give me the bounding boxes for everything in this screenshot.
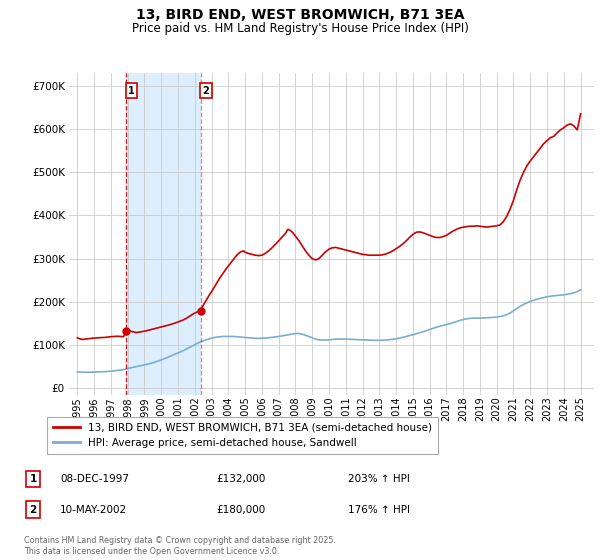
Text: 176% ↑ HPI: 176% ↑ HPI: [348, 505, 410, 515]
Text: 1: 1: [128, 86, 135, 96]
Text: £132,000: £132,000: [216, 474, 265, 484]
Bar: [127, 73, 201, 395]
Text: 203% ↑ HPI: 203% ↑ HPI: [348, 474, 410, 484]
Text: £180,000: £180,000: [216, 505, 265, 515]
Text: 2: 2: [29, 505, 37, 515]
Text: 13, BIRD END, WEST BROMWICH, B71 3EA: 13, BIRD END, WEST BROMWICH, B71 3EA: [136, 8, 464, 22]
Legend: 13, BIRD END, WEST BROMWICH, B71 3EA (semi-detached house), HPI: Average price, : 13, BIRD END, WEST BROMWICH, B71 3EA (se…: [47, 417, 438, 454]
Text: 2: 2: [203, 86, 209, 96]
Text: 08-DEC-1997: 08-DEC-1997: [60, 474, 129, 484]
Text: Price paid vs. HM Land Registry's House Price Index (HPI): Price paid vs. HM Land Registry's House …: [131, 22, 469, 35]
Text: 10-MAY-2002: 10-MAY-2002: [60, 505, 127, 515]
Text: 1: 1: [29, 474, 37, 484]
Text: Contains HM Land Registry data © Crown copyright and database right 2025.
This d: Contains HM Land Registry data © Crown c…: [24, 536, 336, 556]
